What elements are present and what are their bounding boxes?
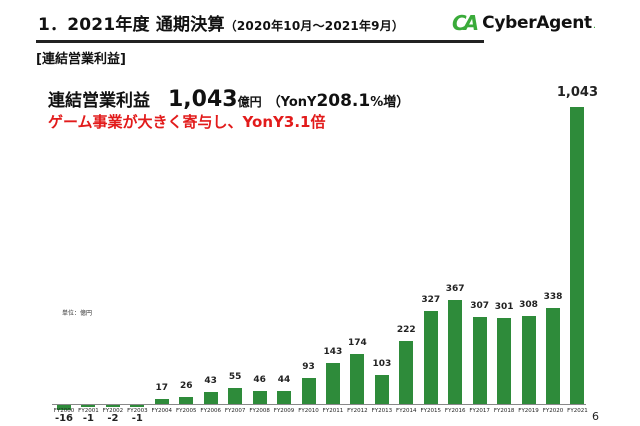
value-label: -1 <box>131 413 143 424</box>
value-label: 327 <box>421 294 441 305</box>
x-tick-label: FY2013 <box>371 408 393 414</box>
x-tick-label: FY2019 <box>518 408 539 414</box>
value-label: 143 <box>323 347 343 358</box>
x-tick-label: FY2004 <box>151 408 173 414</box>
x-tick-label: FY2020 <box>542 408 564 414</box>
bar-fy2013 <box>374 374 389 404</box>
x-tick-label: FY2016 <box>444 408 466 414</box>
bar-fy2011 <box>325 363 340 404</box>
bar-fy2015 <box>423 310 438 404</box>
x-tick-label: FY2010 <box>298 408 319 414</box>
value-label: -1 <box>82 413 94 424</box>
value-label: 55 <box>228 372 242 383</box>
value-label: 174 <box>347 338 367 349</box>
bar-fy2012 <box>350 354 365 404</box>
value-label: 301 <box>494 302 514 313</box>
value-label: 43 <box>204 375 217 386</box>
bar-fy2018 <box>497 318 512 404</box>
page-title: 1．2021年度 通期決算（2020年10月～2021年9月） <box>38 10 404 35</box>
x-tick-label: FY2003 <box>127 408 148 414</box>
title-main: 1．2021年度 通期決算 <box>38 15 225 35</box>
value-label: 103 <box>372 358 392 369</box>
x-tick-label: FY2006 <box>200 408 221 414</box>
value-label: 367 <box>445 283 465 294</box>
bar-fy2014 <box>399 340 414 404</box>
kpi-label: 連結営業利益 <box>48 91 150 111</box>
x-tick-label: FY2007 <box>224 408 246 414</box>
bar-fy2004 <box>154 399 169 404</box>
cyberagent-logo: CA CyberAgent . <box>452 10 596 36</box>
x-tick-label: FY2000 <box>53 408 75 414</box>
x-tick-label: FY2002 <box>102 408 124 414</box>
x-tick-label: FY2015 <box>420 408 442 414</box>
ca-logo-icon: CA <box>452 11 479 35</box>
kpi-yoy-suffix: %増） <box>370 95 410 110</box>
bar-fy2003 <box>130 405 145 407</box>
bar-fy2006 <box>203 391 218 404</box>
bar-fy2005 <box>179 396 194 404</box>
value-label: 26 <box>179 380 193 391</box>
x-tick-label: FY2012 <box>347 408 368 414</box>
bar-fy2017 <box>472 316 487 404</box>
title-underline <box>36 40 484 43</box>
unit-label: 単位：億円 <box>62 310 93 317</box>
value-label: 338 <box>543 291 563 302</box>
x-axis <box>52 404 586 405</box>
bar-fy2008 <box>252 390 267 404</box>
kpi-unit: 億円 <box>237 95 262 109</box>
x-tick-label: FY2008 <box>249 408 270 414</box>
value-label: 308 <box>519 300 538 311</box>
value-label: 1,043 <box>556 85 598 101</box>
x-tick-label: FY2014 <box>396 408 417 414</box>
bar-fy2002 <box>105 405 120 407</box>
value-label: 44 <box>277 375 291 386</box>
value-label: 17 <box>155 383 169 394</box>
kpi-yoy-prefix: （YonY <box>267 95 317 110</box>
bar-fy2009 <box>277 391 292 404</box>
bar-fy2019 <box>521 316 536 404</box>
kpi-headline: 連結営業利益 1,043億円 （YonY208.1%増） <box>48 86 409 112</box>
value-label: -2 <box>107 413 119 424</box>
x-tick-label: FY2021 <box>567 408 588 414</box>
x-tick-label: FY2018 <box>493 408 515 414</box>
page-number: 6 <box>592 410 599 423</box>
x-tick-label: FY2001 <box>78 408 99 414</box>
x-tick-label: FY2009 <box>273 408 295 414</box>
logo-dot: . <box>592 20 597 31</box>
bar-fy2020 <box>546 307 560 404</box>
value-label: 307 <box>470 300 490 311</box>
bar-fy2000 <box>57 405 71 410</box>
title-period: （2020年10月～2021年9月） <box>224 19 405 33</box>
kpi-yoy-value: 208.1 <box>316 91 371 111</box>
bar-fy2021 <box>570 107 585 404</box>
logo-wordmark: CyberAgent <box>482 13 592 33</box>
bar-fy2001 <box>81 405 96 407</box>
value-label: 93 <box>302 361 315 372</box>
value-label: 222 <box>396 324 416 335</box>
section-label: [連結営業利益] <box>36 52 126 67</box>
value-label: -16 <box>54 413 74 424</box>
highlight-note: ゲーム事業が大きく寄与し、YonY3.1倍 <box>48 113 326 131</box>
bar-fy2016 <box>448 299 463 404</box>
x-tick-label: FY2017 <box>469 408 490 414</box>
kpi-value: 1,043 <box>168 87 238 112</box>
x-tick-label: FY2005 <box>175 408 197 414</box>
bar-fy2010 <box>301 377 316 404</box>
value-label: 46 <box>253 374 266 385</box>
bar-fy2007 <box>228 388 243 404</box>
x-tick-label: FY2011 <box>322 408 344 414</box>
